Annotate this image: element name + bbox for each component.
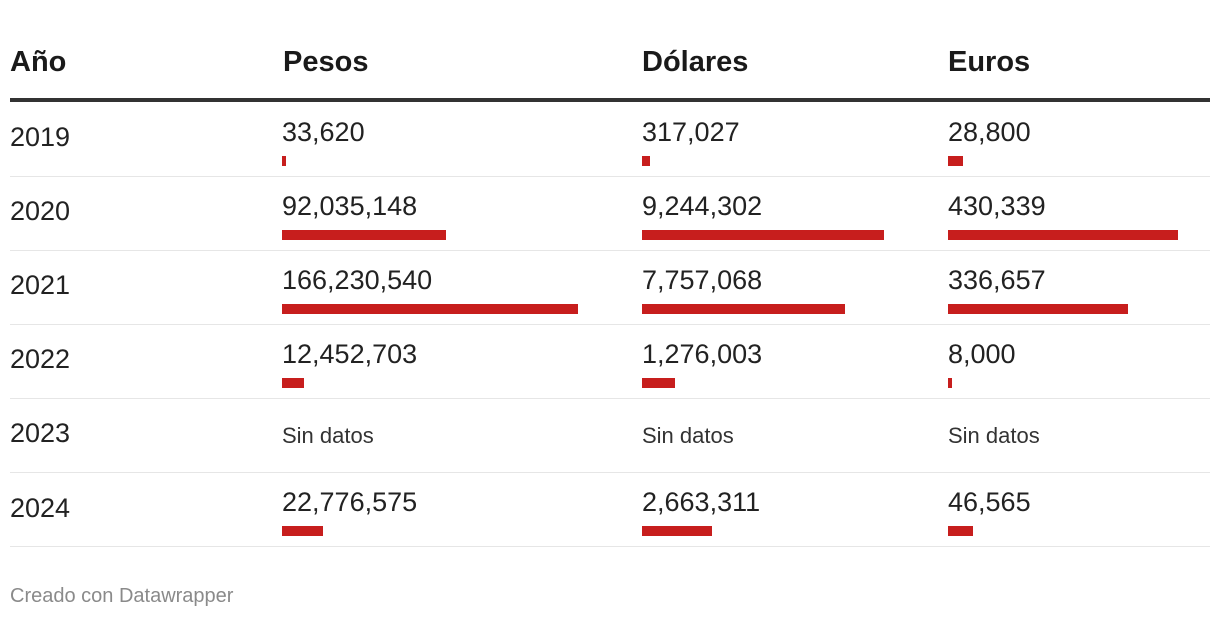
dolares-value: 7,757,068 bbox=[642, 265, 763, 295]
table-row: 2020 92,035,148 9,244,302 430,339 bbox=[10, 176, 1210, 251]
header-dolares: Dólares bbox=[642, 46, 749, 78]
euros-value: 28,800 bbox=[948, 117, 1031, 147]
header-pesos: Pesos bbox=[283, 46, 369, 78]
header-euros: Euros bbox=[948, 46, 1031, 78]
euros-bar bbox=[948, 230, 1178, 240]
dolares-value: 9,244,302 bbox=[642, 191, 763, 221]
table-row: 2019 33,620 317,027 28,800 bbox=[10, 102, 1210, 177]
euros-value: 8,000 bbox=[948, 339, 1016, 369]
pesos-bar bbox=[282, 156, 286, 166]
euros-bar bbox=[948, 526, 973, 536]
pesos-bar bbox=[282, 304, 578, 314]
pesos-value: 92,035,148 bbox=[282, 191, 418, 221]
table-row: 2023 Sin datos Sin datos Sin datos bbox=[10, 398, 1210, 473]
pesos-value: 12,452,703 bbox=[282, 339, 418, 369]
table-row: 2021 166,230,540 7,757,068 336,657 bbox=[10, 250, 1210, 325]
euros-value: 46,565 bbox=[948, 487, 1031, 517]
pesos-bar bbox=[282, 378, 305, 388]
dolares-bar bbox=[642, 304, 846, 314]
no-data-label: Sin datos bbox=[282, 423, 374, 448]
euros-value: 336,657 bbox=[948, 265, 1046, 295]
pesos-value: 22,776,575 bbox=[282, 487, 418, 517]
dolares-bar bbox=[642, 156, 651, 166]
euros-bar bbox=[948, 304, 1128, 314]
pesos-bar bbox=[282, 526, 323, 536]
pesos-value: 33,620 bbox=[282, 117, 365, 147]
year-cell: 2019 bbox=[10, 122, 71, 152]
dolares-bar bbox=[642, 378, 676, 388]
pesos-value: 166,230,540 bbox=[282, 265, 433, 295]
year-cell: 2023 bbox=[10, 418, 71, 448]
credit-footer: Creado con Datawrapper bbox=[10, 585, 234, 607]
dolares-bar bbox=[642, 526, 712, 536]
year-cell: 2024 bbox=[10, 493, 71, 523]
header-rule bbox=[10, 98, 1210, 102]
dolares-value: 317,027 bbox=[642, 117, 740, 147]
dolares-value: 1,276,003 bbox=[642, 339, 763, 369]
header-year: Año bbox=[10, 46, 67, 78]
euros-bar bbox=[948, 378, 953, 388]
year-cell: 2020 bbox=[10, 196, 71, 226]
table-row: 2024 22,776,575 2,663,311 46,565 bbox=[10, 472, 1210, 547]
dolares-bar bbox=[642, 230, 884, 240]
no-data-label: Sin datos bbox=[948, 423, 1040, 448]
pesos-bar bbox=[282, 230, 446, 240]
no-data-label: Sin datos bbox=[642, 423, 734, 448]
euros-value: 430,339 bbox=[948, 191, 1046, 221]
table-row: 2022 12,452,703 1,276,003 8,000 bbox=[10, 324, 1210, 399]
year-cell: 2022 bbox=[10, 344, 71, 374]
euros-bar bbox=[948, 156, 964, 166]
dolares-value: 2,663,311 bbox=[642, 487, 761, 517]
year-cell: 2021 bbox=[10, 270, 71, 300]
